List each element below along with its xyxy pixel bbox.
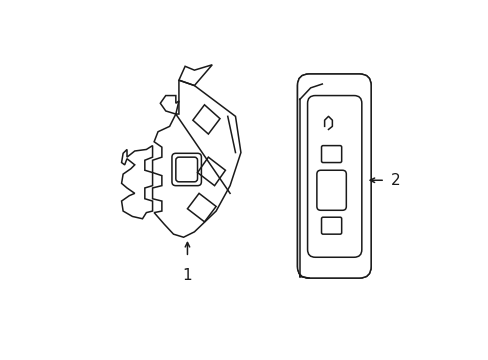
Text: 1: 1	[182, 268, 192, 283]
FancyBboxPatch shape	[297, 74, 370, 278]
Text: 2: 2	[390, 173, 399, 188]
Polygon shape	[299, 89, 308, 276]
FancyBboxPatch shape	[297, 74, 370, 278]
